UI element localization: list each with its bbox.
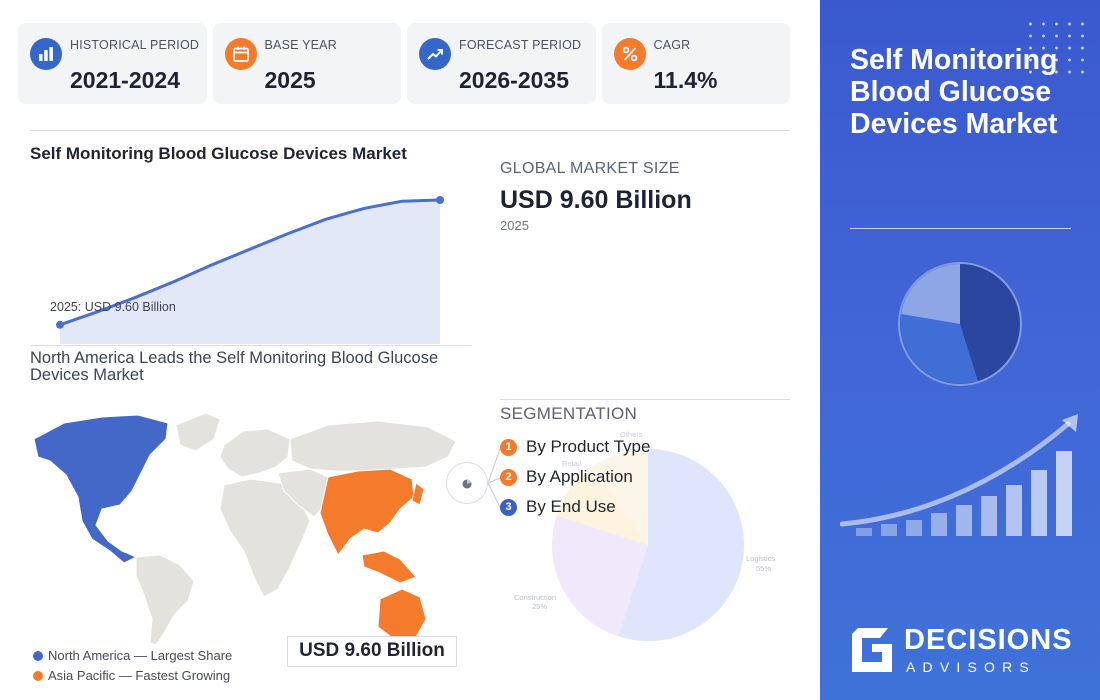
sidebar-divider bbox=[850, 228, 1071, 229]
kpi-value: USD 9.60 Billion bbox=[500, 186, 692, 214]
stat-label: BASE YEAR bbox=[264, 38, 337, 52]
pie-slice bbox=[618, 449, 744, 641]
pie-label-others: Others bbox=[620, 430, 643, 439]
legend-dot bbox=[33, 650, 43, 661]
map-market-value: USD 9.60 Billion bbox=[287, 636, 457, 667]
pie-slice bbox=[556, 467, 648, 545]
brand-name: DECISIONS bbox=[904, 624, 1073, 656]
divider bbox=[30, 345, 472, 346]
segmentation-pie: Logistics 55% Construction 25% Retail Ot… bbox=[514, 430, 775, 641]
segment-item-application[interactable]: 2 By Application bbox=[500, 467, 633, 487]
legend-north-america: North America — Largest Share bbox=[33, 648, 232, 663]
legend-label: Asia Pacific — Fastest Growing bbox=[48, 668, 231, 683]
sidebar-panel: Self Monitoring Blood Glucose Devices Ma… bbox=[820, 0, 1100, 700]
segment-number: 1 bbox=[500, 438, 517, 456]
map-region-japan bbox=[411, 482, 425, 506]
pie-label-logistics: Logistics bbox=[746, 554, 775, 563]
map-region-north-asia bbox=[289, 420, 457, 472]
map-region-south-america bbox=[135, 554, 195, 645]
stat-value: 2021-2024 bbox=[70, 67, 180, 93]
pie-pct-logistics: 55% bbox=[756, 564, 771, 573]
segmentation-heading: SEGMENTATION bbox=[500, 404, 638, 423]
brand-logo-block: DECISIONS ADVISORS bbox=[850, 624, 1080, 676]
divider bbox=[500, 399, 790, 400]
stat-card-cagr: CAGR 11.4% bbox=[601, 23, 790, 104]
legend-label: North America — Largest Share bbox=[48, 648, 233, 663]
map-region-greenland bbox=[175, 412, 221, 452]
legend-dot bbox=[33, 670, 43, 681]
decorative-pie-icon bbox=[898, 262, 1022, 386]
stat-label: HISTORICAL PERIOD bbox=[70, 38, 200, 52]
bar-chart-icon bbox=[30, 38, 62, 70]
map-region-australia bbox=[377, 588, 427, 640]
segment-item-end-use[interactable]: 3 By End Use bbox=[500, 497, 616, 517]
chart-title: Self Monitoring Blood Glucose Devices Ma… bbox=[30, 144, 407, 163]
segment-number: 3 bbox=[500, 498, 517, 516]
divider bbox=[30, 130, 790, 131]
stat-card-base-year: BASE YEAR 2025 bbox=[212, 23, 401, 104]
stat-value: 2025 bbox=[264, 67, 316, 93]
decisions-advisors-logo-icon bbox=[852, 628, 892, 672]
percent-icon bbox=[613, 38, 646, 70]
segment-connector-lines bbox=[487, 448, 501, 508]
map-region-asia-pacific bbox=[319, 468, 415, 556]
segment-label: By Application bbox=[526, 467, 633, 486]
decorative-growth-icon bbox=[840, 414, 1078, 536]
calendar-icon bbox=[224, 38, 257, 70]
segment-number: 2 bbox=[500, 468, 517, 486]
pie-pct-construction: 25% bbox=[532, 602, 547, 611]
stat-card-historical-period: HISTORICAL PERIOD 2021-2024 bbox=[18, 23, 207, 104]
segment-label: By Product Type bbox=[526, 437, 651, 456]
stat-value: 11.4% bbox=[653, 67, 718, 93]
stat-label: CAGR bbox=[653, 38, 691, 52]
chart-point bbox=[56, 320, 64, 329]
stat-label: FORECAST PERIOD bbox=[459, 38, 582, 52]
trend-up-icon bbox=[419, 38, 451, 70]
brand-subtitle: ADVISORS bbox=[906, 659, 1036, 675]
map-region-europe bbox=[219, 428, 291, 478]
kpi-heading: GLOBAL MARKET SIZE bbox=[500, 160, 680, 177]
segment-item-product-type[interactable]: 1 By Product Type bbox=[500, 437, 650, 457]
pie-slice bbox=[591, 449, 648, 545]
stat-cards: HISTORICAL PERIOD 2021-2024 BASE YEAR 20… bbox=[18, 23, 790, 104]
kpi-year: 2025 bbox=[500, 218, 529, 233]
magnifier-lens bbox=[446, 462, 488, 504]
map-title: North America Leads the Self Monitoring … bbox=[30, 349, 439, 384]
stat-card-forecast-period: FORECAST PERIOD 2026-2035 bbox=[407, 23, 596, 104]
world-map bbox=[33, 412, 457, 645]
sidebar-title: Self Monitoring Blood Glucose Devices Ma… bbox=[850, 44, 1058, 140]
chart-area-fill bbox=[60, 200, 440, 344]
stat-value: 2026-2035 bbox=[459, 67, 569, 93]
chart-point bbox=[436, 196, 444, 204]
market-growth-chart: 2025: USD 9.60 Billion bbox=[50, 196, 444, 344]
pie-slice bbox=[552, 515, 648, 637]
pie-label-construction: Construction bbox=[514, 593, 556, 602]
legend-asia-pacific: Asia Pacific — Fastest Growing bbox=[33, 668, 230, 683]
chart-annotation: 2025: USD 9.60 Billion bbox=[50, 300, 176, 314]
dot-pattern bbox=[1024, 18, 1084, 80]
segment-label: By End Use bbox=[526, 497, 616, 516]
chart-series-line bbox=[59, 198, 441, 327]
pie-label-retail: Retail bbox=[562, 459, 582, 468]
map-region-north-america bbox=[33, 414, 169, 564]
map-region-southeast-asia bbox=[361, 550, 417, 584]
